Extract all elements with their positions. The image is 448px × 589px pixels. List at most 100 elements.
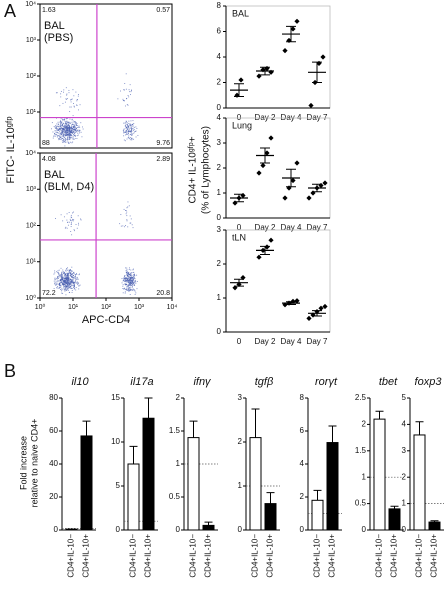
error-bar <box>313 489 322 501</box>
event-dot <box>71 129 73 131</box>
event-dot <box>65 127 66 129</box>
y-tick-label: 2 <box>300 492 305 501</box>
event-dot <box>61 129 63 131</box>
event-dot <box>71 135 73 137</box>
y-tick-label: 10⁴ <box>25 1 36 8</box>
event-dot <box>74 135 76 137</box>
event-dot <box>59 282 61 284</box>
event-dot <box>60 135 62 137</box>
event-dot <box>64 275 66 277</box>
event-dot <box>128 282 130 284</box>
event-dot <box>68 138 70 140</box>
event-dot <box>60 279 62 281</box>
event-dot <box>68 89 70 91</box>
event-dot <box>127 272 129 274</box>
event-dot <box>72 130 74 132</box>
event-dot <box>120 214 122 216</box>
event-dot <box>61 272 63 274</box>
event-dot <box>60 125 62 127</box>
event-dot <box>126 133 128 135</box>
event-dot <box>62 283 64 285</box>
plot-title: rorγt <box>315 376 338 388</box>
event-dot <box>55 131 57 133</box>
event-dot <box>69 218 71 220</box>
event-dot <box>65 98 67 100</box>
y-tick-label: 0 <box>116 525 121 534</box>
event-dot <box>59 279 61 281</box>
event-dot <box>74 136 76 138</box>
event-dot <box>58 274 60 276</box>
event-dot <box>69 111 71 113</box>
event-dot <box>120 90 121 92</box>
event-dot <box>56 135 58 137</box>
y-tick-label: 8 <box>300 393 305 402</box>
event-dot <box>58 288 60 289</box>
data-point <box>306 315 312 321</box>
x-axis-label: APC-CD4 <box>82 314 130 326</box>
event-dot <box>137 134 139 136</box>
event-dot <box>128 273 130 275</box>
event-dot <box>126 215 128 217</box>
event-dot <box>80 218 82 220</box>
event-dot <box>75 276 77 278</box>
event-dot <box>70 223 72 225</box>
event-dot <box>71 275 73 277</box>
event-dot <box>132 288 134 290</box>
event-dot <box>78 126 79 128</box>
plot-title: Lung <box>232 120 252 130</box>
event-dot <box>124 280 125 282</box>
event-dot <box>65 98 67 100</box>
bar <box>373 418 386 531</box>
event-dot <box>77 284 79 286</box>
event-dot <box>130 125 132 127</box>
event-dot <box>71 130 72 132</box>
event-dot <box>61 130 63 132</box>
event-dot <box>59 105 61 107</box>
event-dot <box>121 282 123 284</box>
event-dot <box>74 276 76 278</box>
event-dot <box>125 131 127 133</box>
event-dot <box>132 272 134 274</box>
event-dot <box>128 279 130 281</box>
event-dot <box>68 269 70 271</box>
event-dot <box>70 129 72 131</box>
event-dot <box>60 132 62 134</box>
event-dot <box>136 127 138 129</box>
event-dot <box>123 288 125 290</box>
event-dot <box>65 285 67 287</box>
event-dot <box>126 270 128 272</box>
event-dot <box>65 132 67 134</box>
event-dot <box>68 135 70 137</box>
event-dot <box>71 279 73 281</box>
y-tick-label: 3 <box>402 446 407 455</box>
event-dot <box>124 277 126 278</box>
event-dot <box>70 280 72 282</box>
event-dot <box>127 289 129 291</box>
event-dot <box>128 291 130 293</box>
event-dot <box>78 285 80 287</box>
event-dot <box>64 273 66 275</box>
event-dot <box>127 130 129 131</box>
event-dot <box>66 138 68 140</box>
data-point <box>256 73 262 79</box>
event-dot <box>65 289 67 291</box>
event-dot <box>71 287 72 289</box>
event-dot <box>125 121 127 123</box>
event-dot <box>128 126 129 128</box>
x-tick-label: Day 7 <box>307 337 328 346</box>
event-dot <box>77 283 79 285</box>
event-dot <box>67 290 69 291</box>
event-dot <box>78 274 80 276</box>
event-dot <box>131 284 133 286</box>
event-dot <box>62 141 64 143</box>
sem-bar <box>234 193 244 203</box>
event-dot <box>66 283 68 285</box>
event-dot <box>70 99 72 101</box>
event-dot <box>77 132 79 134</box>
event-dot <box>127 284 129 286</box>
event-dot <box>122 280 124 282</box>
event-dot <box>76 274 78 275</box>
event-dot <box>136 288 138 290</box>
event-dot <box>62 269 64 271</box>
event-dot <box>62 220 64 222</box>
